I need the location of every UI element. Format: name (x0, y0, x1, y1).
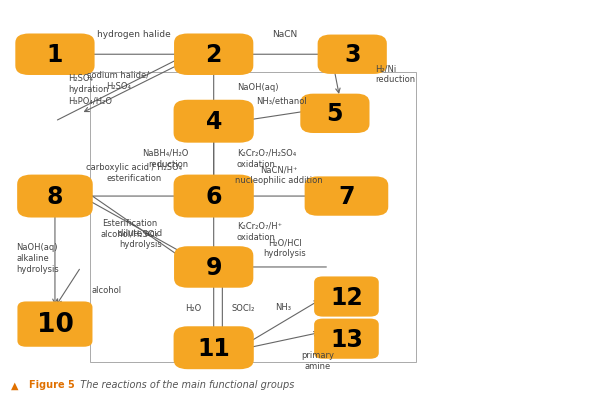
Text: sodium halide/
H₂SO₄: sodium halide/ H₂SO₄ (87, 71, 150, 91)
Text: NaOH(aq)
alkaline
hydrolysis: NaOH(aq) alkaline hydrolysis (16, 242, 59, 273)
Text: Figure 5: Figure 5 (29, 379, 75, 389)
Text: 12: 12 (330, 285, 363, 309)
FancyBboxPatch shape (314, 277, 379, 317)
FancyBboxPatch shape (18, 302, 92, 347)
FancyBboxPatch shape (174, 101, 254, 143)
Text: NaCN: NaCN (272, 30, 297, 39)
Text: H₂/Ni
reduction: H₂/Ni reduction (375, 64, 415, 84)
Text: The reactions of the main functional groups: The reactions of the main functional gro… (74, 379, 294, 389)
Text: 13: 13 (330, 327, 363, 351)
Text: 8: 8 (47, 184, 63, 209)
FancyBboxPatch shape (314, 319, 379, 359)
FancyBboxPatch shape (305, 177, 388, 216)
Text: 3: 3 (344, 43, 360, 67)
Text: hydrogen halide: hydrogen halide (97, 30, 171, 39)
FancyBboxPatch shape (15, 34, 95, 76)
Text: NH₃/ethanol: NH₃/ethanol (256, 96, 307, 105)
Text: primary
amine: primary amine (301, 350, 334, 370)
Text: H₂O/HCl
hydrolysis: H₂O/HCl hydrolysis (263, 237, 306, 257)
FancyBboxPatch shape (317, 35, 387, 75)
Text: 11: 11 (197, 336, 230, 360)
Text: 5: 5 (327, 102, 343, 126)
Text: 2: 2 (206, 43, 222, 67)
Text: 1: 1 (47, 43, 63, 67)
Text: K₂Cr₂O₇/H₂SO₄
oxidation: K₂Cr₂O₇/H₂SO₄ oxidation (237, 148, 296, 168)
Text: dilute acid
hydrolysis: dilute acid hydrolysis (118, 229, 163, 249)
Text: NaBH₄/H₂O
reduction: NaBH₄/H₂O reduction (142, 148, 188, 168)
Text: 4: 4 (206, 110, 222, 134)
Text: NaOH(aq): NaOH(aq) (237, 83, 278, 92)
FancyBboxPatch shape (174, 326, 254, 369)
Text: carboxylic acid / H₂SO₄
esterification: carboxylic acid / H₂SO₄ esterification (86, 163, 182, 183)
Text: 6: 6 (206, 184, 222, 209)
FancyBboxPatch shape (174, 175, 254, 218)
Text: 9: 9 (206, 255, 222, 279)
FancyBboxPatch shape (300, 94, 369, 134)
FancyBboxPatch shape (174, 247, 253, 288)
Text: ▲: ▲ (11, 379, 18, 389)
Text: SOCl₂: SOCl₂ (231, 303, 254, 312)
Text: NaCN/H⁺
nucleophilic addition: NaCN/H⁺ nucleophilic addition (235, 165, 323, 185)
Text: 7: 7 (338, 184, 355, 209)
Text: H₂SO₄
hydration
H₃PO₄/H₂O: H₂SO₄ hydration H₃PO₄/H₂O (68, 74, 112, 105)
FancyBboxPatch shape (17, 175, 92, 218)
Text: H₂O: H₂O (185, 303, 201, 312)
Text: 10: 10 (37, 311, 74, 337)
Text: Esterification
alcohol/H₂SO₄: Esterification alcohol/H₂SO₄ (101, 218, 159, 238)
Text: NH₃: NH₃ (275, 302, 291, 311)
FancyBboxPatch shape (174, 34, 253, 76)
Text: K₂Cr₂O₇/H⁺
oxidation: K₂Cr₂O₇/H⁺ oxidation (237, 221, 282, 241)
Text: alcohol: alcohol (91, 286, 121, 295)
